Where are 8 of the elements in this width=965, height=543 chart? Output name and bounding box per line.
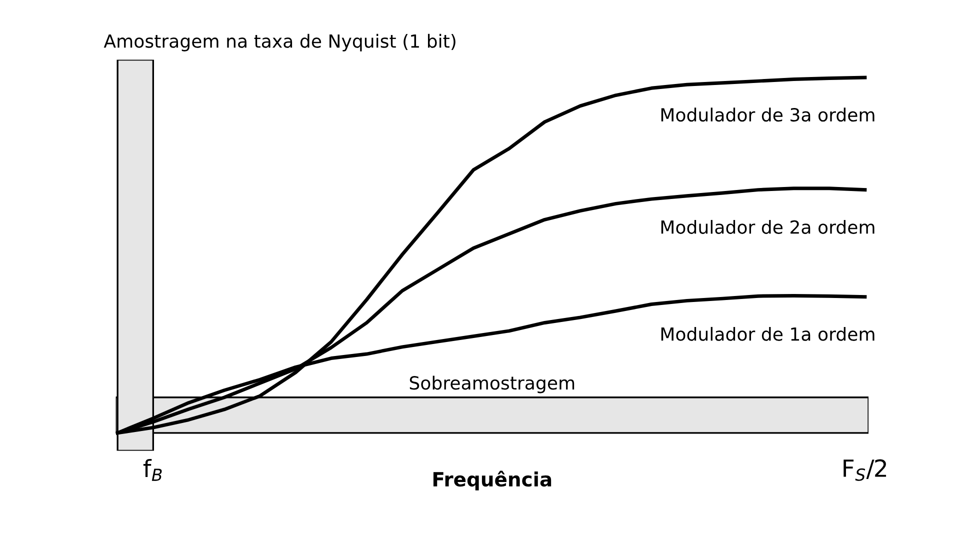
- x-axis-title: Frequência: [433, 470, 552, 490]
- series-label: Modulador de 1a ordem: [661, 326, 874, 341]
- x-tick-label: F$_{S}$/2: [844, 459, 886, 481]
- text: Amostragem na taxa de Nyquist (1 bit): [104, 34, 456, 52]
- x-tick-label: f$_{B}$: [143, 459, 162, 481]
- series-label: Modulador de 3a ordem: [661, 108, 874, 122]
- band-label: Sobreamostragem: [410, 376, 574, 394]
- series-label: Modulador de 2a ordem: [661, 220, 874, 234]
